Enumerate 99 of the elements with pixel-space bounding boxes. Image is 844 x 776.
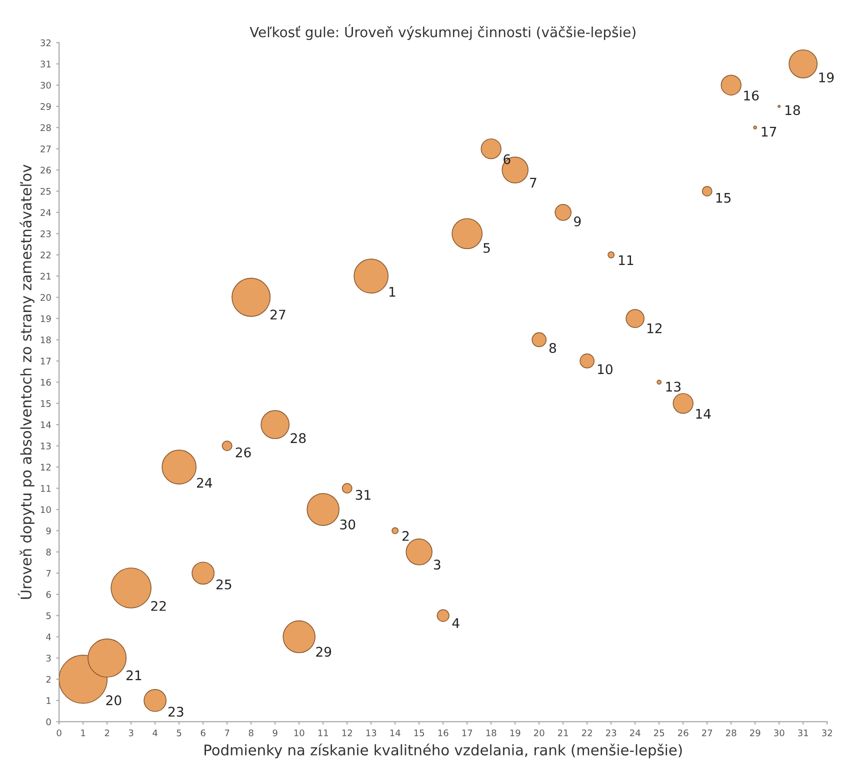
x-tick-label: 2 [104,729,110,736]
y-tick-label: 5 [46,612,51,620]
y-tick-label: 8 [46,548,51,556]
annotation: 8 [549,343,556,353]
y-tick-label: 4 [46,634,51,640]
x-tick-label: 3 [128,729,134,736]
y-tick-label: 15 [40,400,51,407]
annotation: 17 [762,126,776,137]
y-tick-label: 24 [40,209,51,216]
annotation: 7 [530,178,536,188]
y-tick-label: 2 [46,676,51,683]
x-tick-label: 7 [224,730,230,736]
x-tick-label: 8 [248,729,254,736]
annotation: 9 [574,216,581,226]
y-tick-label: 3 [46,654,51,662]
x-tick-label: 0 [56,729,62,736]
annotation: 12 [647,323,662,334]
x-tick-label: 1 [81,730,86,736]
y-tick-label: 31 [40,60,51,68]
annotation: 4 [452,618,460,628]
x-tick-label: 23 [606,729,616,736]
x-axis-title: Podmienky na získanie kvalitného vzdelania, rank (menšie-lepšie) [204,744,682,758]
y-tick-label: 7 [46,570,51,577]
x-tick-label: 25 [654,729,664,736]
x-tick-label: 13 [366,729,376,736]
y-tick-label: 6 [46,591,51,598]
y-tick-label: 28 [40,124,51,132]
annotation: 16 [744,90,759,101]
y-tick-label: 12 [40,464,51,470]
annotation: 23 [168,706,184,717]
y-tick-label: 9 [46,527,51,534]
annotation: 22 [151,601,166,611]
y-tick-label: 26 [40,166,51,174]
annotation: 11 [619,255,634,265]
x-tick-label: 14 [390,730,400,736]
x-tick-label: 26 [678,729,688,736]
annotation: 29 [316,646,332,657]
x-tick-label: 5 [176,730,182,736]
x-tick-label: 21 [558,729,568,736]
x-tick-label: 28 [726,729,736,736]
annotation: 10 [598,364,612,374]
y-tick-label: 14 [40,421,51,428]
x-tick-label: 11 [318,730,328,736]
y-tick-label: 29 [40,103,51,110]
y-tick-label: 22 [40,252,51,258]
annotation: 24 [196,478,212,488]
x-tick-label: 20 [534,729,544,736]
y-tick-label: 16 [40,378,51,386]
x-tick-label: 24 [630,729,640,736]
x-tick-label: 4 [152,730,158,736]
annotation: 1 [389,287,396,297]
annotation: 28 [290,433,306,444]
x-tick-label: 6 [200,729,206,736]
x-tick-label: 18 [486,729,496,736]
y-tick-label: 19 [40,315,51,322]
y-tick-label: 30 [40,82,51,89]
x-tick-label: 29 [750,729,760,736]
y-tick-label: 18 [40,336,51,344]
annotation: 2 [402,531,409,541]
annotation: 5 [484,243,490,253]
y-tick-label: 0 [46,718,51,726]
y-tick-label: 13 [40,442,51,450]
annotation: 19 [819,72,834,82]
annotation: 26 [236,447,251,458]
x-tick-label: 27 [702,729,712,736]
annotation: 31 [356,490,370,500]
annotation: 3 [434,560,440,570]
y-tick-label: 1 [46,697,51,704]
x-tick-label: 31 [798,729,808,736]
x-tick-label: 30 [774,729,784,736]
annotation: 13 [666,382,681,392]
annotation: 20 [106,695,122,706]
annotation: 27 [270,310,286,320]
annotation: 25 [216,579,232,590]
y-tick-label: 23 [40,230,51,238]
x-tick-label: 22 [582,729,592,736]
annotation: 18 [786,105,800,116]
annotation: 14 [696,409,711,419]
x-tick-label: 16 [438,729,448,736]
y-tick-label: 17 [40,358,51,364]
y-tick-label: 32 [40,39,51,46]
y-axis-title: Úroveň dopytu po absolventoch zo strany zamestnávateľov [18,164,34,599]
x-tick-label: 9 [272,729,278,736]
chart-title: Veľkosť gule: Úroveň výskumnej činnosti (väčšie-lepšie) [250,24,636,40]
x-tick-label: 17 [462,730,472,736]
x-tick-label: 32 [822,729,832,736]
y-tick-label: 21 [40,272,51,280]
y-tick-label: 10 [40,506,51,514]
annotation: 21 [126,670,142,680]
y-tick-label: 20 [40,294,51,301]
x-tick-label: 12 [342,729,352,736]
x-tick-label: 10 [294,729,304,736]
y-tick-label: 27 [40,146,51,152]
y-tick-label: 25 [40,188,51,195]
annotation: 15 [716,193,731,203]
x-tick-label: 19 [510,729,520,736]
x-tick-label: 15 [414,730,424,736]
annotation: 30 [340,519,356,530]
y-tick-label: 11 [40,485,51,492]
